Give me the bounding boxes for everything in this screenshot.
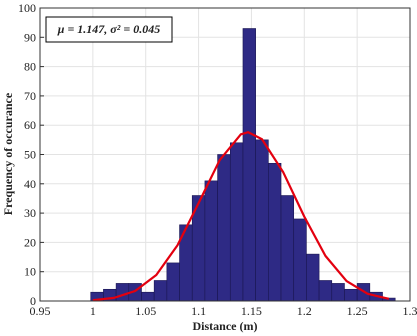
y-axis-title: Frequency of occurance <box>1 92 15 215</box>
bar <box>217 154 231 302</box>
x-axis-title: Distance (m) <box>193 319 258 333</box>
bar <box>293 218 307 302</box>
y-tick-label: 20 <box>24 235 36 249</box>
annotation: μ = 1.147, σ² = 0.045 <box>57 22 160 36</box>
bar <box>153 280 168 302</box>
bar <box>344 288 358 302</box>
y-tick-label: 0 <box>30 294 36 308</box>
bars <box>90 28 396 302</box>
annotation-box <box>45 16 173 43</box>
curve-layer <box>92 131 390 302</box>
bar <box>115 283 130 302</box>
bar <box>255 139 269 302</box>
y-tick-label: 90 <box>24 30 36 44</box>
bar <box>141 291 155 302</box>
bar <box>306 253 320 302</box>
y-tick-label: 50 <box>24 148 36 162</box>
bar <box>268 162 282 302</box>
x-tick-label: 1.15 <box>241 304 262 318</box>
y-tick-label: 10 <box>24 265 36 279</box>
y-tick-label: 100 <box>18 1 36 15</box>
bar <box>318 280 333 302</box>
bar <box>280 195 295 302</box>
bar <box>242 28 256 302</box>
plot-frame <box>39 7 411 302</box>
y-tick-label: 60 <box>24 118 36 132</box>
x-tick-label: 1.25 <box>347 304 368 318</box>
x-tick-label: 1 <box>90 304 96 318</box>
y-tick-label: 80 <box>24 60 36 74</box>
y-tick-label: 70 <box>24 89 36 103</box>
x-tick-label: 1.2 <box>297 304 312 318</box>
x-tick-label: 1.05 <box>135 304 156 318</box>
x-tick-label: 1.3 <box>403 304 417 318</box>
bar <box>204 180 218 302</box>
bar <box>166 262 180 302</box>
x-tick-label: 1.1 <box>191 304 206 318</box>
y-tick-label: 30 <box>24 206 36 220</box>
fit-curve <box>92 131 390 302</box>
bar <box>331 283 345 302</box>
x-tick-label: 0.95 <box>30 304 51 318</box>
bar <box>229 142 244 302</box>
y-tick-label: 40 <box>24 177 36 191</box>
